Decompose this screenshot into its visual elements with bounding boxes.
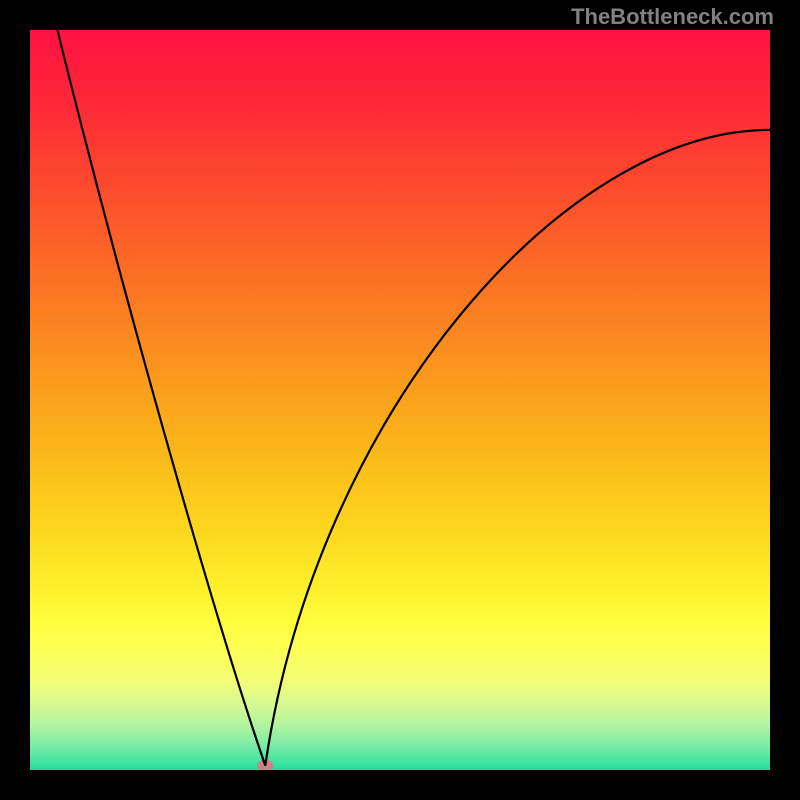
bottleneck-curve [57, 30, 770, 766]
watermark-text: TheBottleneck.com [571, 4, 774, 30]
chart-container: TheBottleneck.com [0, 0, 800, 800]
curve-layer [30, 30, 770, 770]
plot-area [30, 30, 770, 770]
